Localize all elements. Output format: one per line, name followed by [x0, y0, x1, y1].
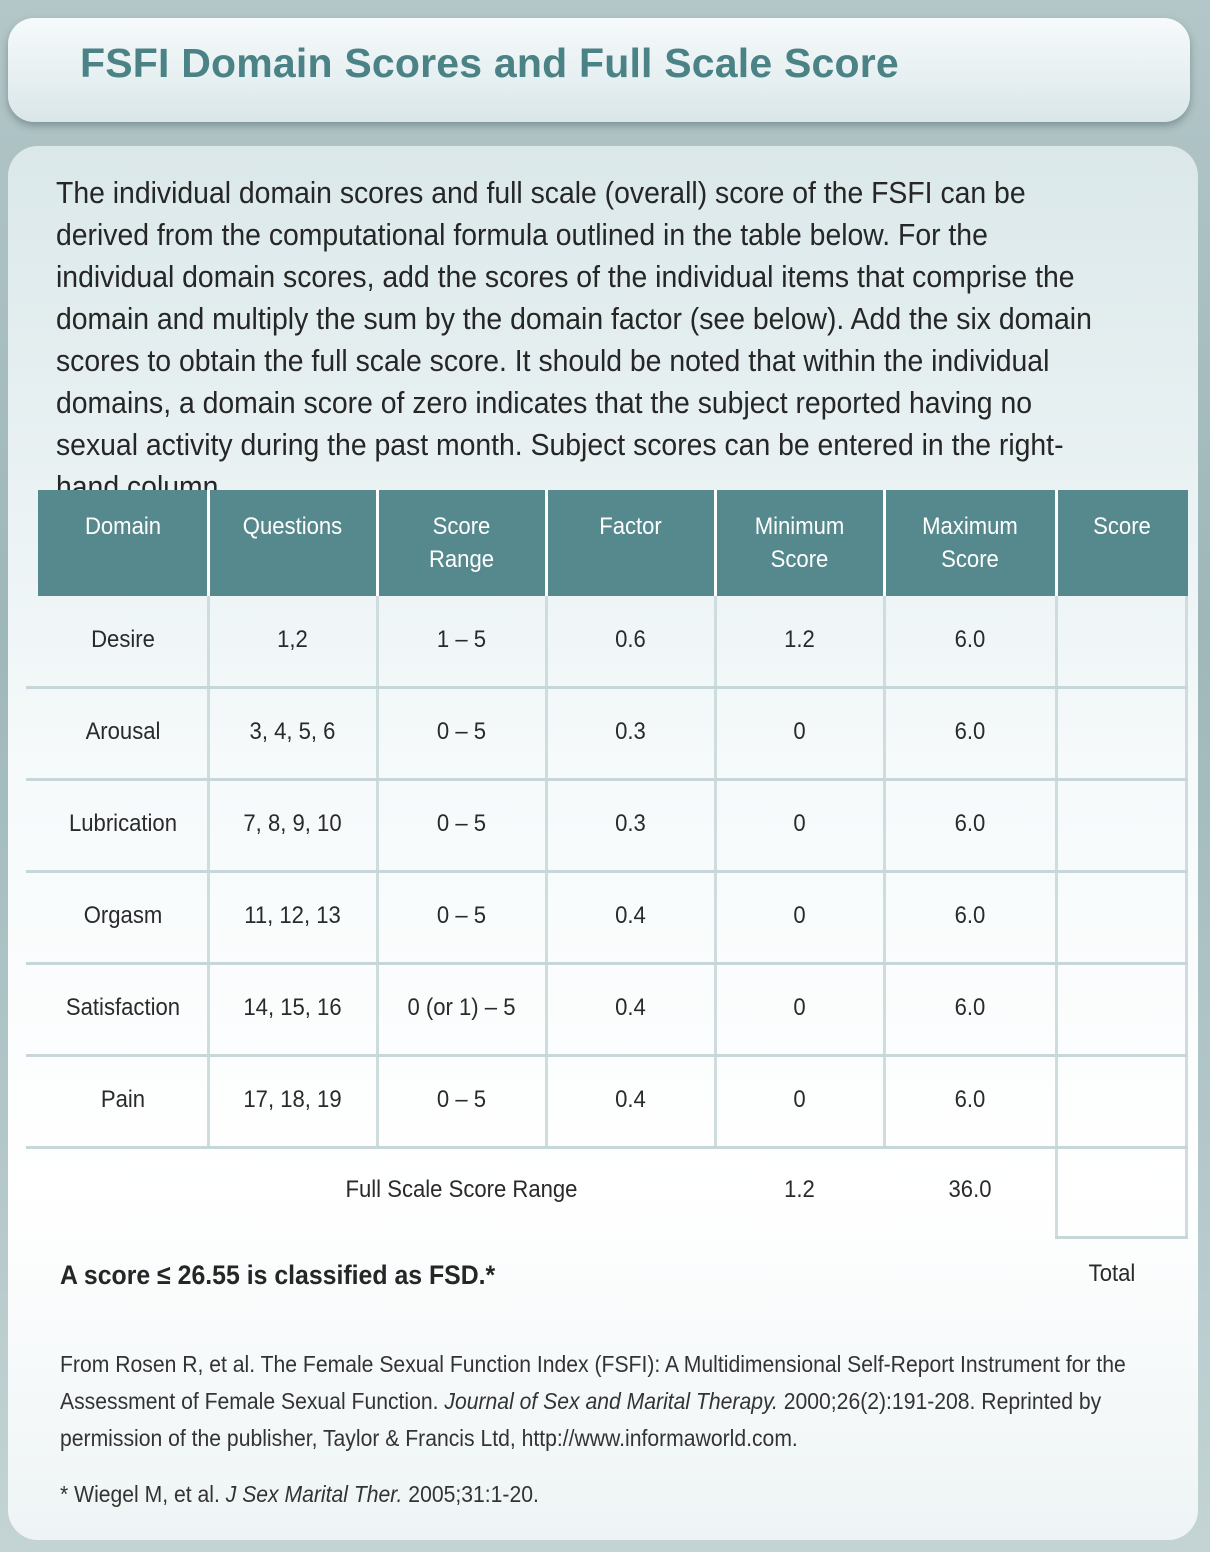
header-minimum-score: Minimum Score	[754, 513, 845, 573]
table-cell-min: 0	[793, 718, 806, 745]
table-header-row	[38, 490, 1188, 596]
table-cell-range: 0 – 5	[436, 902, 487, 929]
table-cell-range: 0 – 5	[436, 1086, 487, 1113]
total-box-bottom	[1055, 1236, 1188, 1239]
citation: From Rosen R, et al. The Female Sexual F…	[60, 1346, 1131, 1457]
header-maximum-score: Maximum Score	[922, 513, 1018, 573]
table-cell-min: 0	[793, 1086, 806, 1113]
table-cell-factor: 0.3	[615, 810, 646, 837]
table-cell-range: 0 (or 1) – 5	[407, 994, 516, 1021]
table-cell-max: 6.0	[954, 810, 986, 837]
table-cell-factor: 0.3	[615, 718, 646, 745]
table-cell-questions: 11, 12, 13	[244, 902, 341, 929]
table-cell-range: 0 – 5	[436, 718, 487, 745]
table-cell-factor: 0.4	[615, 902, 646, 929]
header-divider	[376, 490, 379, 596]
row-divider	[26, 1054, 1188, 1057]
footnote-journal: J Sex Marital Ther.	[225, 1481, 403, 1507]
header-divider	[714, 490, 717, 596]
header-divider	[207, 490, 210, 596]
column-divider	[1055, 596, 1058, 1238]
citation-journal: Journal of Sex and Marital Therapy.	[444, 1388, 778, 1414]
table-cell-min: 0	[793, 994, 806, 1021]
citation-text: From Rosen R, et al. The Female Sexual F…	[60, 1351, 1126, 1414]
footnote-text: * Wiegel M, et al.	[60, 1481, 226, 1507]
table-cell-questions: 3, 4, 5, 6	[249, 718, 336, 745]
table-cell-questions: 1,2	[277, 626, 308, 653]
footnote: * Wiegel M, et al. J Sex Marital Ther. 2…	[60, 1476, 539, 1513]
full-scale-label: Full Scale Score Range	[345, 1176, 578, 1203]
header-domain: Domain	[84, 513, 162, 540]
header-divider	[545, 490, 548, 596]
table-cell-max: 6.0	[954, 1086, 986, 1113]
table-cell-domain: Arousal	[85, 718, 161, 745]
table-cell-max: 6.0	[954, 994, 986, 1021]
total-label: Total	[1088, 1260, 1136, 1287]
header-score-range: Score Range	[428, 513, 495, 573]
table-cell-domain: Desire	[91, 626, 155, 653]
table-cell-max: 6.0	[954, 626, 986, 653]
row-divider	[26, 1146, 1188, 1149]
header-divider	[1055, 490, 1058, 596]
table-cell-min: 0	[793, 902, 806, 929]
table-cell-questions: 17, 18, 19	[243, 1086, 342, 1113]
table-cell-domain: Satisfaction	[65, 994, 181, 1021]
row-divider	[26, 778, 1188, 781]
header-factor: Factor	[599, 513, 662, 540]
row-divider	[26, 962, 1188, 965]
header-score: Score	[1093, 513, 1151, 540]
header-banner: FSFI Domain Scores and Full Scale Score	[8, 18, 1190, 122]
intro-paragraph: The individual domain scores and full sc…	[56, 176, 1092, 504]
row-divider	[26, 870, 1188, 873]
table-cell-factor: 0.6	[615, 626, 646, 653]
header-questions: Questions	[242, 513, 343, 540]
table-cell-max: 6.0	[954, 718, 986, 745]
footnote-details: 2005;31:1-20.	[402, 1481, 539, 1507]
content-panel: The individual domain scores and full sc…	[8, 146, 1198, 1540]
table-cell-max: 6.0	[954, 902, 986, 929]
fsd-classification: A score ≤ 26.55 is classified as FSD.*	[60, 1260, 496, 1290]
table-cell-min: 1.2	[784, 626, 815, 653]
table-cell-questions: 7, 8, 9, 10	[243, 810, 342, 837]
page-title: FSFI Domain Scores and Full Scale Score	[80, 40, 899, 86]
table-cell-domain: Lubrication	[68, 810, 178, 837]
domain-score-table: Domain Questions Score Range Factor Minimum …	[26, 490, 1188, 1248]
table-cell-factor: 0.4	[615, 1086, 646, 1113]
table-right-edge	[1185, 596, 1188, 1238]
header-divider	[883, 490, 886, 596]
table-cell-range: 0 – 5	[436, 810, 487, 837]
table-cell-domain: Orgasm	[83, 902, 163, 929]
table-cell-questions: 14, 15, 16	[243, 994, 342, 1021]
full-scale-min: 1.2	[784, 1176, 815, 1203]
table-cell-min: 0	[793, 810, 806, 837]
table-cell-factor: 0.4	[615, 994, 646, 1021]
table-cell-range: 1 – 5	[436, 626, 487, 653]
row-divider	[26, 686, 1188, 689]
full-scale-max: 36.0	[948, 1176, 992, 1203]
table-cell-domain: Pain	[100, 1086, 146, 1113]
citation-details: 2000;26(2):191-208. Reprinted by permiss…	[60, 1388, 1102, 1451]
